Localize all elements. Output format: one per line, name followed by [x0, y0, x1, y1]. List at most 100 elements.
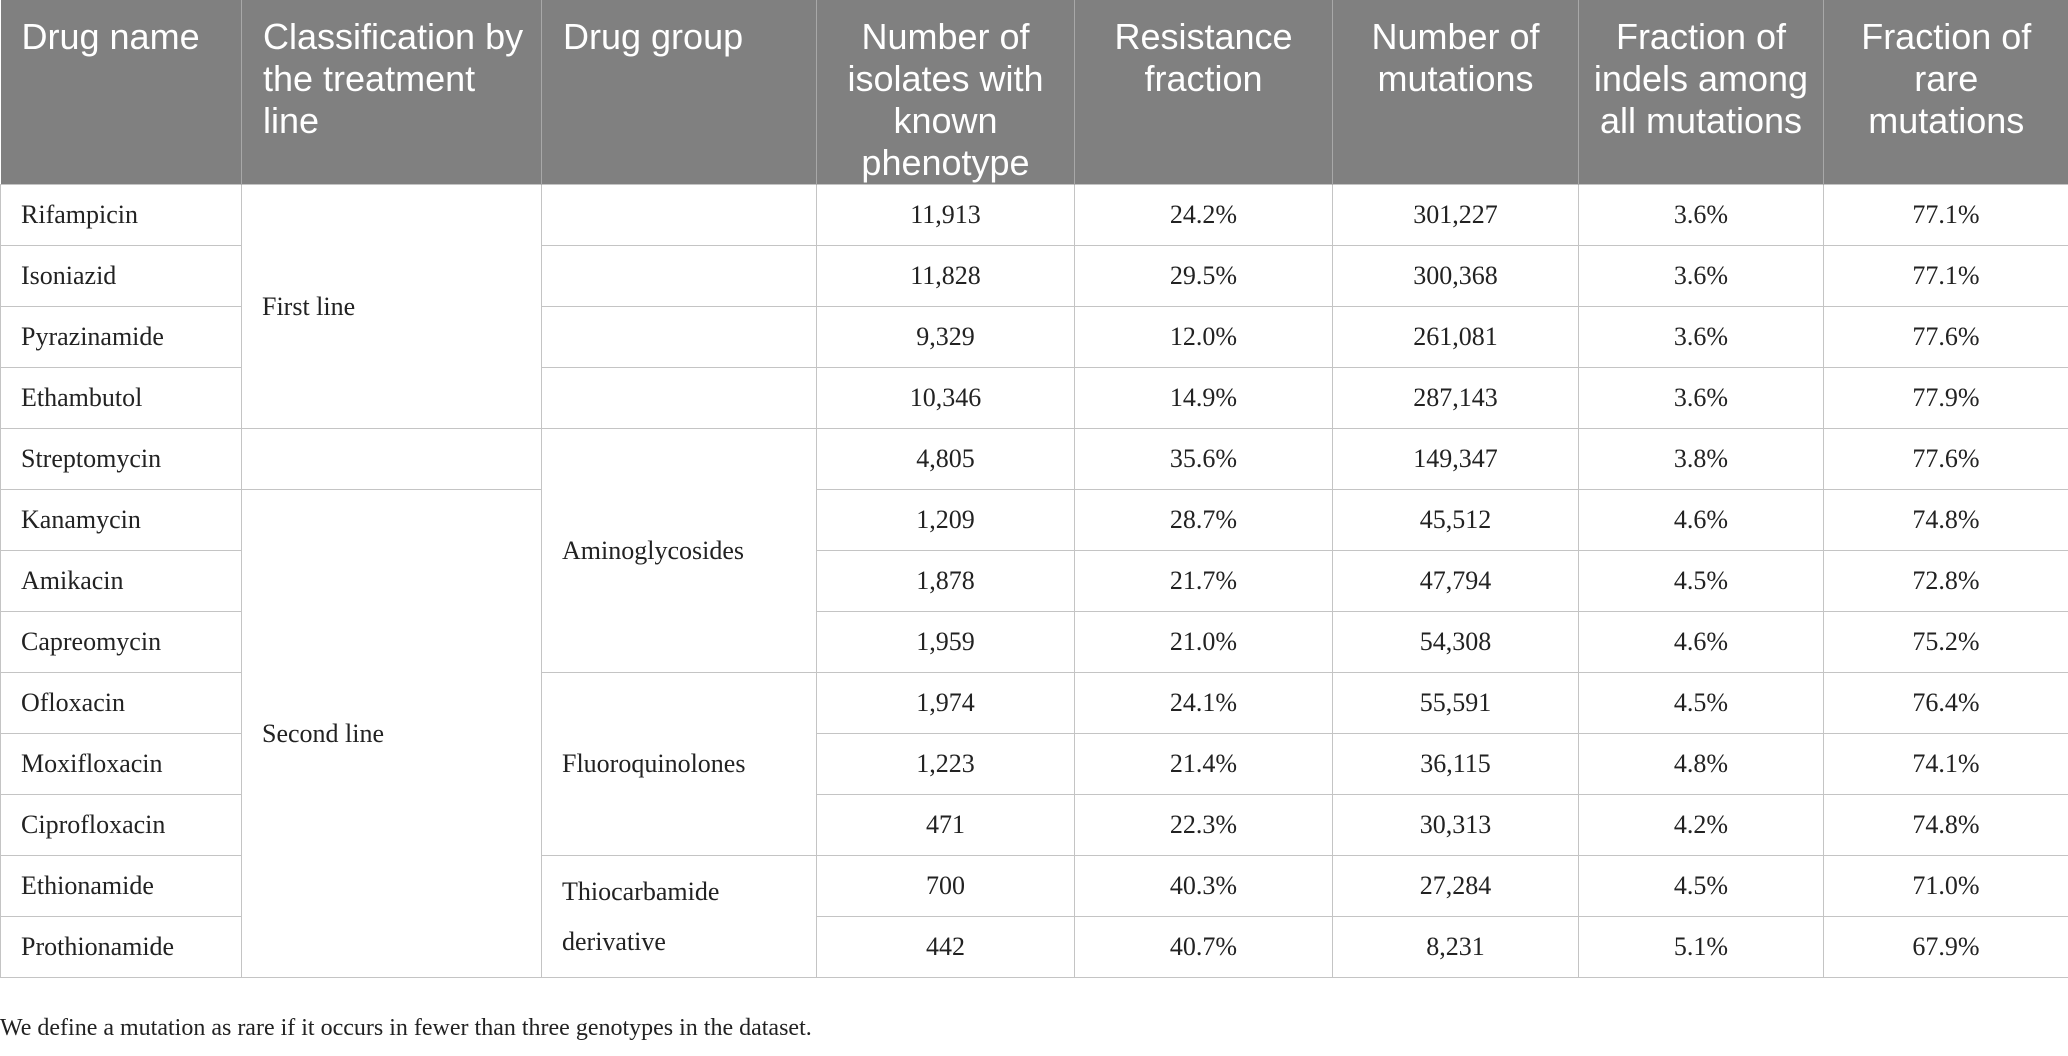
rare-cell: 72.8% — [1823, 550, 2068, 612]
table-row: Capreomycin 1,959 21.0% 54,308 4.6% 75.2… — [0, 611, 2068, 673]
isolates-cell: 9,329 — [816, 306, 1075, 368]
indels-cell: 4.5% — [1578, 550, 1824, 612]
resistance-cell: 21.4% — [1074, 733, 1333, 795]
indels-cell: 3.6% — [1578, 306, 1824, 368]
drug-resistance-table: Drug name Classification by the treatmen… — [0, 0, 2068, 978]
treatment-line-cell — [241, 428, 542, 490]
isolates-cell: 11,828 — [816, 245, 1075, 307]
mutations-cell: 300,368 — [1332, 245, 1579, 307]
drug-group-cell: Fluoroquinolones — [541, 672, 817, 856]
treatment-line-cell: Second line — [241, 489, 542, 978]
resistance-cell: 21.0% — [1074, 611, 1333, 673]
isolates-cell: 1,878 — [816, 550, 1075, 612]
resistance-cell: 21.7% — [1074, 550, 1333, 612]
rare-cell: 76.4% — [1823, 672, 2068, 734]
rare-cell: 67.9% — [1823, 916, 2068, 978]
isolates-cell: 1,959 — [816, 611, 1075, 673]
mutations-cell: 301,227 — [1332, 184, 1579, 246]
rare-cell: 75.2% — [1823, 611, 2068, 673]
indels-cell: 3.6% — [1578, 184, 1824, 246]
indels-cell: 4.6% — [1578, 489, 1824, 551]
isolates-cell: 471 — [816, 794, 1075, 856]
isolates-cell: 4,805 — [816, 428, 1075, 490]
drug-group-cell: Thiocarbamide derivative — [541, 855, 817, 978]
isolates-cell: 10,346 — [816, 367, 1075, 429]
rare-cell: 77.6% — [1823, 428, 2068, 490]
rare-cell: 77.1% — [1823, 245, 2068, 307]
drug-name-cell: Capreomycin — [0, 611, 242, 673]
table-row: Amikacin 1,878 21.7% 47,794 4.5% 72.8% — [0, 550, 2068, 612]
table-row: Pyrazinamide 9,329 12.0% 261,081 3.6% 77… — [0, 306, 2068, 368]
mutations-cell: 261,081 — [1332, 306, 1579, 368]
rare-cell: 71.0% — [1823, 855, 2068, 917]
table-row: Ethambutol 10,346 14.9% 287,143 3.6% 77.… — [0, 367, 2068, 429]
table-container: Drug name Classification by the treatmen… — [0, 0, 2068, 978]
table-row: Streptomycin Aminoglycosides 4,805 35.6%… — [0, 428, 2068, 673]
rare-cell: 77.6% — [1823, 306, 2068, 368]
drug-name-cell: Moxifloxacin — [0, 733, 242, 795]
table-row: Prothionamide 442 40.7% 8,231 5.1% 67.9% — [0, 916, 2068, 978]
drug-name-cell: Kanamycin — [0, 489, 242, 551]
isolates-cell: 700 — [816, 855, 1075, 917]
col-header-mutations: Number of mutations — [1332, 0, 1579, 185]
col-header-drug-name: Drug name — [0, 0, 242, 185]
drug-name-cell: Ofloxacin — [0, 672, 242, 734]
mutations-cell: 36,115 — [1332, 733, 1579, 795]
col-header-drug-group: Drug group — [541, 0, 817, 185]
indels-cell: 5.1% — [1578, 916, 1824, 978]
drug-name-cell: Ethambutol — [0, 367, 242, 429]
indels-cell: 4.2% — [1578, 794, 1824, 856]
mutations-cell: 27,284 — [1332, 855, 1579, 917]
drug-name-cell: Pyrazinamide — [0, 306, 242, 368]
rare-cell: 77.9% — [1823, 367, 2068, 429]
drug-name-cell: Prothionamide — [0, 916, 242, 978]
drug-group-cell — [541, 184, 817, 246]
table-row: Ciprofloxacin 471 22.3% 30,313 4.2% 74.8… — [0, 794, 2068, 856]
resistance-cell: 40.3% — [1074, 855, 1333, 917]
drug-name-cell: Rifampicin — [0, 184, 242, 246]
rare-cell: 77.1% — [1823, 184, 2068, 246]
rare-cell: 74.8% — [1823, 489, 2068, 551]
isolates-cell: 11,913 — [816, 184, 1075, 246]
resistance-cell: 40.7% — [1074, 916, 1333, 978]
drug-name-cell: Isoniazid — [0, 245, 242, 307]
drug-name-cell: Streptomycin — [0, 428, 242, 490]
mutations-cell: 55,591 — [1332, 672, 1579, 734]
indels-cell: 4.6% — [1578, 611, 1824, 673]
resistance-cell: 24.1% — [1074, 672, 1333, 734]
resistance-cell: 12.0% — [1074, 306, 1333, 368]
resistance-cell: 22.3% — [1074, 794, 1333, 856]
isolates-cell: 442 — [816, 916, 1075, 978]
resistance-cell: 28.7% — [1074, 489, 1333, 551]
drug-group-cell — [541, 245, 817, 307]
indels-cell: 3.8% — [1578, 428, 1824, 490]
indels-cell: 4.5% — [1578, 672, 1824, 734]
col-header-resistance: Resistance fraction — [1074, 0, 1333, 185]
mutations-cell: 287,143 — [1332, 367, 1579, 429]
table-row: Ofloxacin Fluoroquinolones 1,974 24.1% 5… — [0, 672, 2068, 856]
rare-cell: 74.8% — [1823, 794, 2068, 856]
rare-cell: 74.1% — [1823, 733, 2068, 795]
mutations-cell: 45,512 — [1332, 489, 1579, 551]
treatment-line-cell: First line — [241, 184, 542, 429]
col-header-isolates: Number of isolates with known phenotype — [816, 0, 1075, 185]
drug-group-cell — [541, 306, 817, 368]
drug-name-cell: Ethionamide — [0, 855, 242, 917]
isolates-cell: 1,209 — [816, 489, 1075, 551]
header-row: Drug name Classification by the treatmen… — [0, 0, 2068, 185]
mutations-cell: 47,794 — [1332, 550, 1579, 612]
col-header-rare: Fraction of rare mutations — [1823, 0, 2068, 185]
indels-cell: 4.8% — [1578, 733, 1824, 795]
drug-group-cell: Aminoglycosides — [541, 428, 817, 673]
indels-cell: 4.5% — [1578, 855, 1824, 917]
drug-name-cell: Ciprofloxacin — [0, 794, 242, 856]
table-footnote: We define a mutation as rare if it occur… — [0, 1015, 812, 1041]
resistance-cell: 35.6% — [1074, 428, 1333, 490]
isolates-cell: 1,223 — [816, 733, 1075, 795]
indels-cell: 3.6% — [1578, 367, 1824, 429]
mutations-cell: 8,231 — [1332, 916, 1579, 978]
table-row: Ethionamide Thiocarbamide derivative 700… — [0, 855, 2068, 978]
drug-group-cell — [541, 367, 817, 429]
table-row: Rifampicin First line 11,913 24.2% 301,2… — [0, 184, 2068, 429]
isolates-cell: 1,974 — [816, 672, 1075, 734]
